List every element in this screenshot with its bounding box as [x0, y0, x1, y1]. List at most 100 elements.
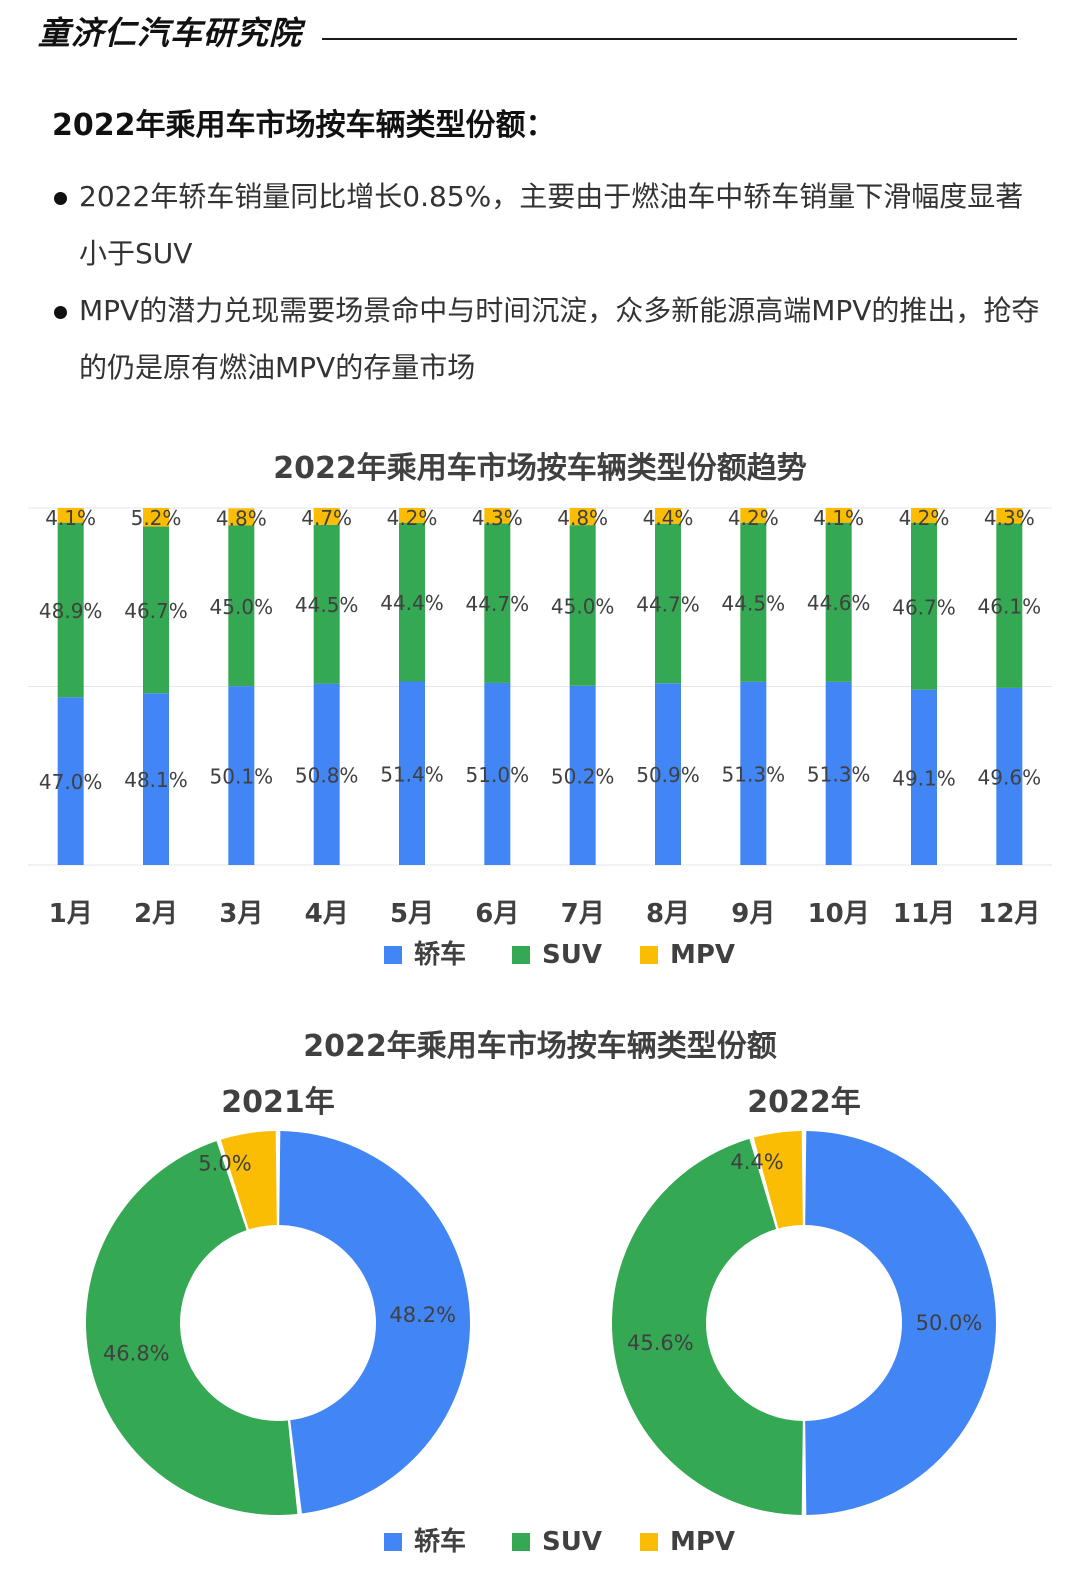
bar-data-label: 4.3% — [472, 506, 523, 530]
bar-segment — [740, 681, 767, 865]
pie-data-label: 50.0% — [916, 1311, 983, 1335]
bar-segment — [313, 508, 340, 525]
pie-chart-title: 2022年乘用车市场按车辆类型份额 — [303, 1029, 777, 1064]
bar-chart-legend: 轿车 SUV MPV — [384, 939, 735, 970]
bar-segment — [57, 697, 84, 865]
legend-label: MPV — [670, 1527, 735, 1557]
x-tick-label: 7月 — [561, 899, 605, 929]
bar-data-label: 4.2% — [728, 506, 779, 530]
bar-data-label: 4.8% — [216, 506, 267, 530]
bullet-list: 2022年轿车销量同比增长0.85%，主要由于燃油车中轿车销量下滑幅度显著小于S… — [52, 168, 1042, 396]
bar-data-label: 44.7% — [466, 592, 530, 616]
brand-logo: 童济仁汽车研究院 — [38, 14, 303, 52]
pie-slice — [611, 1138, 803, 1515]
legend-label: MPV — [670, 940, 735, 970]
pie-slice — [805, 1131, 997, 1515]
pie-slice — [753, 1131, 803, 1229]
pie-data-label: 48.2% — [389, 1303, 456, 1327]
x-tick-label: 2月 — [134, 899, 178, 929]
bar-segment — [825, 681, 852, 865]
bar-segment — [143, 526, 169, 694]
pie-subtitle: 2022年 — [747, 1085, 861, 1120]
bar-segment — [911, 508, 937, 523]
bar-data-label: 46.7% — [124, 599, 188, 623]
pie-chart-legend: 轿车 SUV MPV — [384, 1526, 735, 1557]
bar-data-label: 51.3% — [722, 762, 786, 786]
bullet-item: MPV的潜力兑现需要场景命中与时间沉淀，众多新能源高端MPV的推出，抢夺的仍是原… — [52, 282, 1042, 396]
bar-data-label: 4.8% — [557, 506, 608, 530]
x-tick-label: 4月 — [305, 899, 349, 929]
bar-data-label: 4.2% — [387, 506, 438, 530]
x-tick-label: 11月 — [893, 899, 955, 929]
x-tick-label: 3月 — [219, 899, 263, 929]
bar-data-label: 51.3% — [807, 762, 871, 786]
bar-segment — [655, 683, 681, 865]
x-tick-label: 6月 — [475, 899, 519, 929]
bar-data-label: 4.7% — [301, 506, 352, 530]
bar-segment — [143, 508, 169, 527]
bar-data-label: 50.8% — [295, 763, 359, 787]
bar-segment — [740, 522, 767, 682]
bar-data-label: 44.4% — [380, 591, 444, 615]
x-tick-label: 9月 — [731, 899, 775, 929]
legend-label: SUV — [542, 1527, 602, 1557]
bullet-item: 2022年轿车销量同比增长0.85%，主要由于燃油车中轿车销量下滑幅度显著小于S… — [52, 168, 1042, 282]
bar-segment — [825, 522, 852, 682]
bar-segment — [228, 525, 255, 687]
bar-segment — [484, 508, 511, 524]
legend-swatch — [384, 1533, 402, 1551]
bar-data-label: 44.5% — [722, 591, 786, 615]
bar-data-label: 4.1% — [813, 506, 864, 530]
pie-data-label: 45.6% — [627, 1331, 694, 1355]
bar-segment — [57, 508, 84, 523]
bar-data-label: 49.1% — [892, 766, 956, 790]
stacked-bar-chart: 2022年乘用车市场按车辆类型份额趋势 47.0% 48.9% 4.1% 48.1% 4… — [28, 451, 1052, 970]
bar-data-label: 5.2% — [131, 506, 182, 530]
bar-segment — [228, 686, 255, 865]
legend-label: 轿车 — [414, 1526, 466, 1557]
legend-label: 轿车 — [414, 939, 466, 970]
bar-data-label: 51.4% — [380, 762, 444, 786]
bar-segment — [228, 508, 255, 526]
bar-segment — [484, 523, 511, 683]
legend-swatch — [512, 946, 530, 964]
donut-charts: 2022年乘用车市场按车辆类型份额 2021年 48.2% 46.8% 5.0% 202… — [86, 1029, 997, 1557]
legend-swatch — [512, 1533, 530, 1551]
legend-swatch — [384, 946, 402, 964]
legend-swatch — [640, 946, 658, 964]
bar-data-label: 4.4% — [643, 506, 694, 530]
bar-segment — [911, 689, 937, 865]
bar-data-label: 48.1% — [124, 768, 188, 792]
bar-segment — [399, 681, 425, 865]
pie-subtitle: 2021年 — [221, 1085, 335, 1120]
bar-segment — [569, 685, 596, 865]
bar-segment — [569, 508, 596, 526]
bar-data-label: 45.0% — [551, 594, 615, 618]
pie-data-label: 46.8% — [103, 1342, 170, 1366]
pie-data-label: 5.0% — [198, 1152, 251, 1176]
bar-segment — [996, 687, 1023, 865]
header-rule — [322, 38, 1017, 40]
bar-data-label: 4.1% — [45, 506, 96, 530]
x-tick-label: 1月 — [49, 899, 93, 929]
bar-segment — [740, 508, 767, 523]
section-title: 2022年乘用车市场按车辆类型份额： — [52, 108, 556, 143]
x-tick-label: 12月 — [978, 899, 1040, 929]
bar-segment — [484, 682, 511, 865]
bar-segment — [911, 522, 937, 690]
bar-segment — [655, 508, 681, 524]
x-tick-label: 5月 — [390, 899, 434, 929]
bar-segment — [569, 525, 596, 686]
bar-segment — [996, 508, 1023, 524]
bar-segment — [996, 523, 1023, 688]
bar-segment — [313, 524, 340, 684]
bar-segment — [143, 693, 169, 865]
bar-data-label: 48.9% — [39, 599, 103, 623]
x-tick-label: 8月 — [646, 899, 690, 929]
bar-segment — [57, 522, 84, 698]
bar-data-label: 45.0% — [210, 595, 274, 619]
legend-swatch — [640, 1533, 658, 1551]
bar-data-label: 50.1% — [210, 765, 274, 789]
bar-data-label: 50.2% — [551, 764, 615, 788]
bar-segment — [313, 683, 340, 865]
